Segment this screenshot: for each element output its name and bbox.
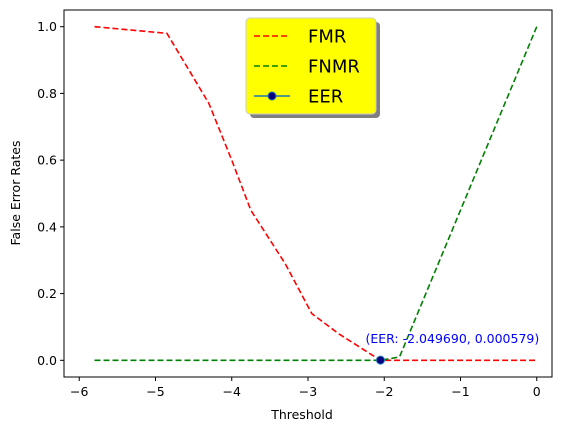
x-axis-ticks: −6 −5 −4 −3 −2 −1 0 [70, 377, 541, 399]
x-tick-label: −1 [451, 384, 469, 399]
y-axis-label: False Error Rates [8, 141, 23, 246]
series-line-fmr [94, 25, 537, 362]
x-tick-label: −2 [375, 384, 393, 399]
legend-marker-eer [267, 91, 277, 101]
legend-label-eer: EER [308, 87, 343, 108]
y-tick-label: 0.8 [37, 86, 57, 101]
x-tick-label: −5 [146, 384, 164, 399]
x-tick-label: −6 [70, 384, 88, 399]
legend-label-fmr: FMR [308, 27, 346, 48]
y-tick-label: 0.4 [37, 219, 57, 234]
x-tick-label: −3 [299, 384, 317, 399]
legend: FMR FNMR EER [245, 17, 380, 118]
eer-point [375, 355, 385, 365]
legend-box [245, 17, 377, 115]
x-axis-label: Threshold [270, 407, 333, 422]
x-tick-label: 0 [533, 384, 541, 399]
y-axis-ticks: 0.0 0.2 0.4 0.6 0.8 1.0 [37, 19, 64, 368]
plot-area: (EER: -2.049690, 0.000579) [63, 9, 553, 378]
y-tick-label: 1.0 [37, 19, 57, 34]
y-tick-label: 0.0 [37, 353, 57, 368]
eer-annotation: (EER: -2.049690, 0.000579) [365, 331, 539, 346]
y-tick-label: 0.2 [37, 286, 57, 301]
legend-label-fnmr: FNMR [308, 57, 360, 78]
y-tick-label: 0.6 [37, 153, 57, 168]
x-tick-label: −4 [223, 384, 241, 399]
